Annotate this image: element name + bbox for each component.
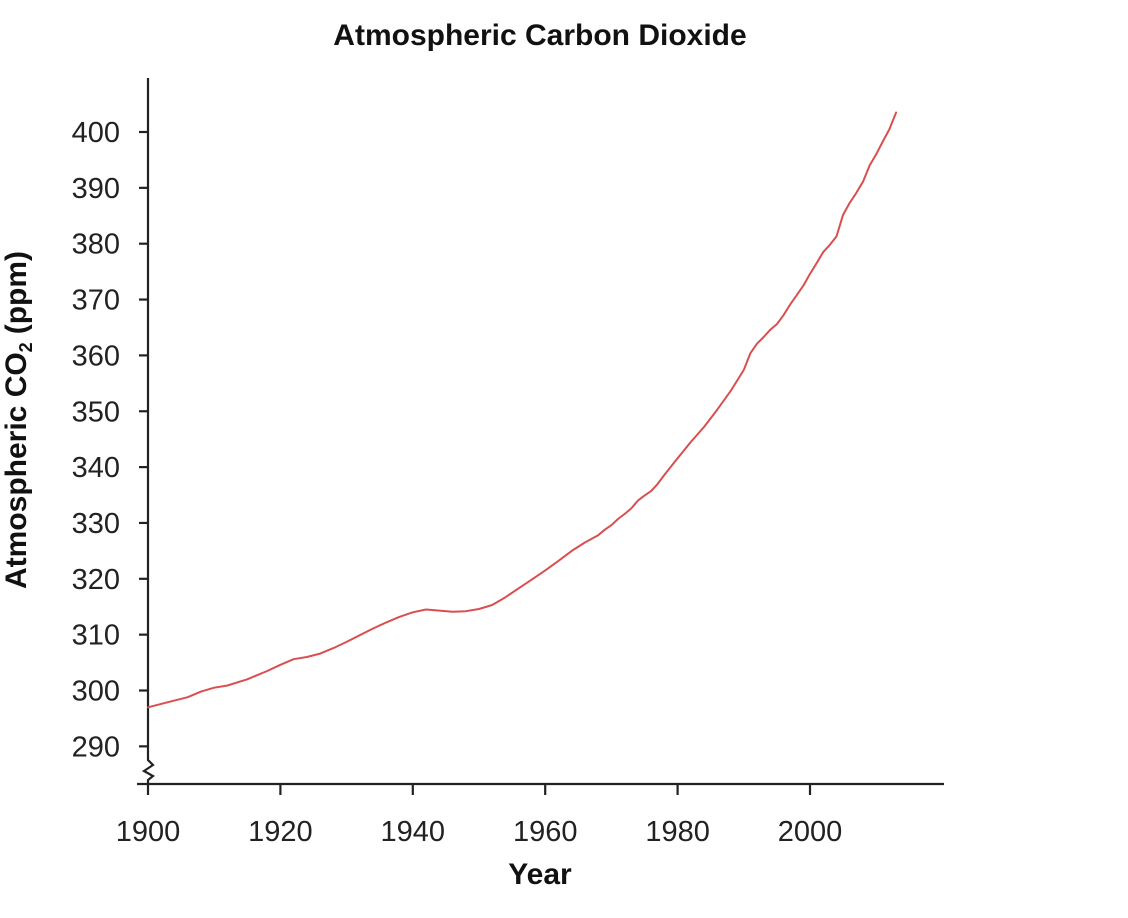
y-axis-line xyxy=(141,78,155,784)
x-tick-label: 2000 xyxy=(778,816,843,848)
y-axis-label-unit: (ppm) xyxy=(0,251,33,334)
y-tick-label: 310 xyxy=(72,620,120,652)
x-tick-label: 1920 xyxy=(248,816,313,848)
y-tick-label: 290 xyxy=(72,731,120,763)
y-tick-label: 380 xyxy=(72,229,120,261)
chart-title: Atmospheric Carbon Dioxide xyxy=(333,19,746,52)
y-tick-label: 300 xyxy=(72,676,120,708)
y-tick-label: 400 xyxy=(72,117,120,149)
y-axis-ticks: 290 300 310 320 330 340 350 360 370 380 390 400 xyxy=(72,117,148,763)
x-tick-label: 1960 xyxy=(513,816,578,848)
y-axis-label: Atmospheric CO2 (ppm) xyxy=(0,251,36,589)
y-tick-label: 340 xyxy=(72,452,120,484)
y-tick-label: 350 xyxy=(72,396,120,428)
y-tick-label: 330 xyxy=(72,508,120,540)
y-axis-label-subscript: 2 xyxy=(16,342,36,352)
y-tick-label: 390 xyxy=(72,173,120,205)
y-axis-label-main: Atmospheric CO xyxy=(0,352,33,589)
x-tick-label: 1980 xyxy=(645,816,710,848)
x-axis-ticks: 1900 1920 1940 1960 1980 2000 xyxy=(116,784,843,848)
co2-series-line xyxy=(147,111,898,709)
x-tick-label: 1940 xyxy=(381,816,446,848)
x-axis-label: Year xyxy=(508,858,572,891)
y-tick-label: 370 xyxy=(72,285,120,317)
y-tick-label: 320 xyxy=(72,564,120,596)
x-tick-label: 1900 xyxy=(116,816,181,848)
y-tick-label: 360 xyxy=(72,340,120,372)
